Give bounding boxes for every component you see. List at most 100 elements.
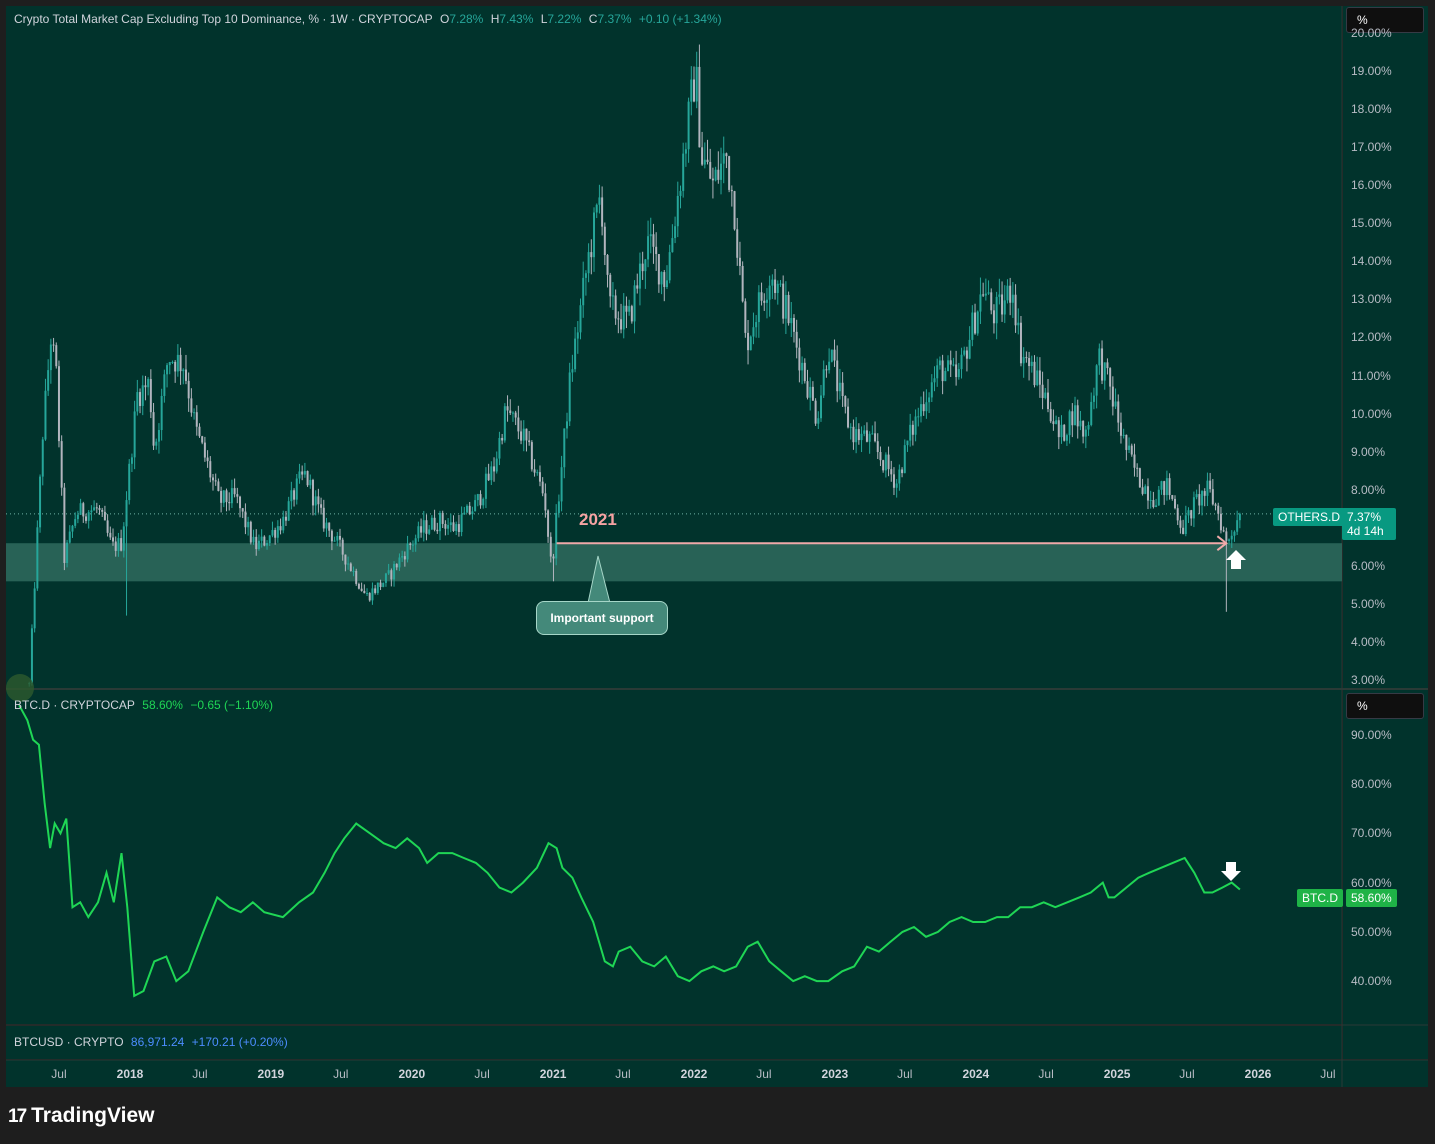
btcusd-pane-background: [6, 1026, 1342, 1059]
candle-body: [1111, 386, 1114, 407]
candle-body: [801, 362, 804, 371]
candle-body: [949, 360, 952, 365]
candle-body: [811, 386, 814, 401]
candle-body: [422, 520, 425, 533]
candle-body: [560, 467, 563, 502]
important-support-callout[interactable]: Important support: [536, 601, 668, 635]
candle-body: [595, 204, 598, 213]
candle-body: [514, 412, 517, 418]
candle-body: [1222, 530, 1225, 532]
candle-body: [614, 295, 617, 319]
price-scale-unit-button-2[interactable]: %: [1346, 693, 1424, 719]
candle-body: [33, 588, 36, 629]
candle-body: [663, 272, 666, 287]
candle-body: [992, 310, 995, 324]
candle-body: [828, 361, 831, 371]
candle-body: [1230, 535, 1233, 540]
candle-body: [825, 369, 828, 371]
candle-body: [1209, 480, 1212, 490]
candle-body: [1019, 322, 1022, 364]
others-countdown: 4d 14h: [1347, 524, 1384, 538]
candle-body: [1225, 531, 1228, 541]
candle-body: [974, 312, 977, 334]
candle-body: [317, 496, 320, 505]
candle-body: [757, 292, 760, 323]
candle-body: [609, 274, 612, 297]
candle-body: [1138, 468, 1141, 488]
candle-body: [795, 331, 798, 348]
legend-open-value: 7.28%: [449, 12, 484, 26]
candle-body: [1074, 405, 1077, 426]
candle-body: [720, 163, 723, 180]
price-scale-unit-button[interactable]: %: [1346, 7, 1424, 33]
candle-body: [276, 526, 279, 538]
candle-body: [1001, 294, 1004, 315]
candle-body: [198, 426, 201, 437]
candle-body: [49, 344, 52, 371]
candle-body: [328, 522, 331, 531]
legend-btcusd[interactable]: BTCUSD · CRYPTO 86,971.24 +170.21 (+0.20…: [14, 1035, 292, 1049]
candle-body: [236, 494, 239, 497]
candle-body: [598, 197, 601, 205]
candle-body: [179, 354, 182, 372]
candle-body: [368, 593, 371, 601]
candle-body: [782, 283, 785, 319]
tradingview-logo[interactable]: 17 TradingView: [8, 1104, 154, 1128]
candle-body: [39, 476, 42, 528]
candle-body: [995, 296, 998, 324]
candle-body: [1084, 429, 1087, 437]
candle-body: [544, 493, 547, 511]
candle-body: [257, 540, 260, 550]
candle-body: [963, 350, 966, 355]
candle-body: [149, 379, 152, 413]
candle-body: [638, 263, 641, 289]
candle-body: [117, 538, 120, 551]
candle-body: [293, 490, 296, 500]
candle-body: [736, 229, 739, 258]
candle-body: [774, 279, 777, 293]
candle-body: [892, 474, 895, 488]
logo-text: TradingView: [31, 1104, 155, 1127]
candle-body: [174, 361, 177, 372]
main-pane-background: [6, 6, 1342, 688]
candle-body: [490, 466, 493, 481]
candle-body: [1219, 513, 1222, 531]
x-tick-label: Jul: [756, 1067, 772, 1081]
candle-body: [1149, 500, 1152, 502]
candle-body: [195, 412, 198, 427]
candle-body: [176, 354, 179, 372]
candle-body: [349, 563, 352, 572]
candle-body: [901, 469, 904, 474]
legend-btcd[interactable]: BTC.D · CRYPTOCAP 58.60% −0.65 (−1.10%): [14, 698, 277, 712]
candle-body: [1082, 420, 1085, 437]
candle-body: [933, 378, 936, 383]
candle-body: [644, 259, 647, 272]
candle-body: [455, 524, 458, 531]
candle-body: [474, 500, 477, 512]
candle-body: [493, 466, 496, 472]
candle-body: [601, 197, 604, 227]
candle-body: [871, 433, 874, 435]
candle-body: [274, 530, 277, 538]
candle-body: [536, 472, 539, 474]
legend-btcd-change: −0.65 (−1.10%): [190, 698, 274, 712]
candle-body: [887, 454, 890, 470]
x-tick-label: 2023: [821, 1067, 849, 1081]
candle-body: [765, 299, 768, 303]
label-2021: 2021: [579, 510, 617, 529]
candle-body: [747, 332, 750, 351]
legend-btcd-value: 58.60%: [142, 698, 183, 712]
candle-body: [1030, 361, 1033, 367]
candle-body: [738, 257, 741, 266]
legend-btcd-title: BTC.D · CRYPTOCAP: [14, 698, 135, 712]
candle-body: [1098, 348, 1101, 366]
candle-body: [936, 365, 939, 379]
candle-body: [844, 396, 847, 407]
candle-body: [1192, 497, 1195, 519]
candle-body: [55, 345, 58, 367]
candle-body: [1133, 454, 1136, 468]
x-tick-label: 2025: [1103, 1067, 1131, 1081]
candle-body: [82, 503, 85, 517]
legend-others[interactable]: Crypto Total Market Cap Excluding Top 10…: [14, 12, 726, 26]
